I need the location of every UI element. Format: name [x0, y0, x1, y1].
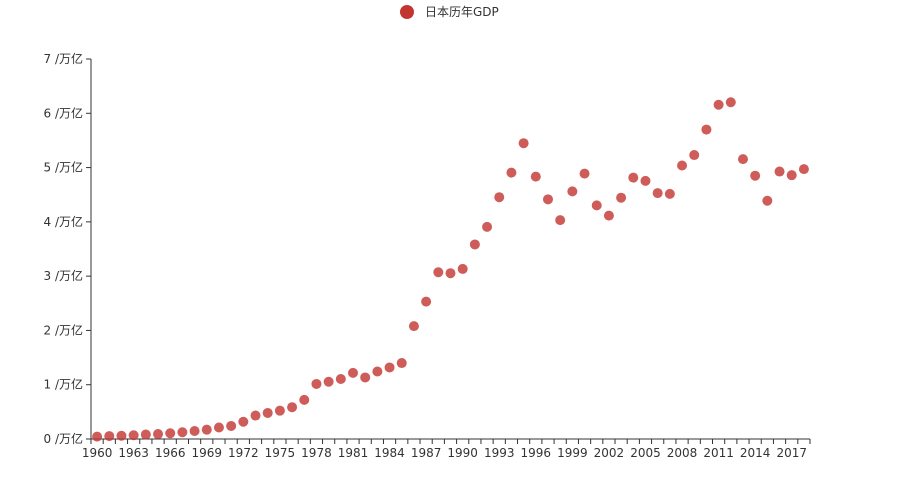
data-point[interactable]	[457, 263, 468, 274]
data-point[interactable]	[713, 99, 724, 110]
legend-label[interactable]: 日本历年GDP	[425, 5, 499, 19]
data-point[interactable]	[640, 175, 651, 186]
data-point[interactable]	[348, 367, 359, 378]
x-axis: 1960 1963 1966 1969 1972 1975 1978 1981 1984 1987…	[82, 438, 811, 460]
data-point[interactable]	[372, 366, 383, 377]
x-tick-label: 2005	[630, 446, 661, 460]
y-tick-label: 0 /万亿	[44, 431, 84, 446]
data-point[interactable]	[335, 374, 346, 385]
x-tick-label: 1984	[374, 446, 405, 460]
data-point[interactable]	[603, 210, 614, 221]
data-point[interactable]	[555, 215, 566, 226]
legend[interactable]: 日本历年GDP	[400, 5, 499, 19]
x-tick-label: 1963	[118, 446, 149, 460]
data-point[interactable]	[689, 150, 700, 161]
y-axis: 0 /万亿 1 /万亿 2 /万亿 3 /万亿 4 /万亿 5 /万亿 6 /万亿 7 /万亿	[44, 51, 92, 446]
x-tick-label: 1966	[155, 446, 186, 460]
data-point[interactable]	[360, 372, 371, 383]
data-point[interactable]	[262, 407, 273, 418]
data-point[interactable]	[104, 431, 115, 442]
x-tick-label: 1999	[557, 446, 588, 460]
data-point[interactable]	[494, 192, 505, 203]
data-point[interactable]	[250, 410, 261, 421]
data-point[interactable]	[116, 430, 127, 441]
data-point[interactable]	[238, 416, 249, 427]
data-point[interactable]	[542, 194, 553, 205]
x-tick-label: 1981	[338, 446, 369, 460]
y-tick-label: 6 /万亿	[44, 105, 84, 120]
data-point[interactable]	[201, 424, 212, 435]
data-point[interactable]	[530, 171, 541, 182]
data-point[interactable]	[750, 170, 761, 181]
x-tick-label: 2014	[740, 446, 771, 460]
data-point[interactable]	[677, 160, 688, 171]
data-point[interactable]	[701, 124, 712, 135]
data-point[interactable]	[506, 167, 517, 178]
data-point[interactable]	[311, 378, 322, 389]
data-point[interactable]	[128, 430, 139, 441]
x-tick-label: 1975	[265, 446, 296, 460]
data-point[interactable]	[798, 164, 809, 175]
data-point[interactable]	[579, 168, 590, 179]
y-tick-label: 1 /万亿	[44, 377, 84, 392]
data-point[interactable]	[213, 422, 224, 433]
data-points	[92, 97, 809, 442]
data-point[interactable]	[664, 188, 675, 199]
data-point[interactable]	[652, 188, 663, 199]
data-point[interactable]	[408, 321, 419, 332]
data-point[interactable]	[591, 200, 602, 211]
y-tick-label: 4 /万亿	[44, 214, 84, 229]
legend-marker[interactable]	[400, 5, 414, 19]
data-point[interactable]	[433, 267, 444, 278]
data-point[interactable]	[226, 420, 237, 431]
data-point[interactable]	[92, 431, 103, 442]
x-tick-label: 1990	[447, 446, 478, 460]
data-point[interactable]	[323, 376, 334, 387]
data-point[interactable]	[445, 268, 456, 279]
data-point[interactable]	[396, 358, 407, 369]
data-point[interactable]	[287, 402, 298, 413]
x-tick-label: 2008	[667, 446, 698, 460]
x-tick-label: 1978	[301, 446, 332, 460]
data-point[interactable]	[762, 195, 773, 206]
y-tick-label: 7 /万亿	[44, 51, 84, 66]
data-point[interactable]	[518, 138, 529, 149]
y-tick-label: 5 /万亿	[44, 160, 84, 175]
x-tick-label: 1969	[191, 446, 222, 460]
data-point[interactable]	[774, 166, 785, 177]
data-point[interactable]	[299, 394, 310, 405]
data-point[interactable]	[384, 362, 395, 373]
x-tick-label: 1996	[521, 446, 552, 460]
data-point[interactable]	[725, 97, 736, 108]
x-tick-label: 2017	[776, 446, 807, 460]
x-tick-label: 1987	[411, 446, 442, 460]
data-point[interactable]	[421, 296, 432, 307]
x-tick-label: 1972	[228, 446, 259, 460]
data-point[interactable]	[153, 429, 164, 440]
data-point[interactable]	[567, 186, 578, 197]
data-point[interactable]	[189, 426, 200, 437]
y-tick-label: 2 /万亿	[44, 322, 84, 337]
data-point[interactable]	[482, 221, 493, 232]
x-tick-label: 2011	[703, 446, 734, 460]
data-point[interactable]	[165, 428, 176, 439]
data-point[interactable]	[274, 405, 285, 416]
x-tick-label: 1960	[82, 446, 113, 460]
x-tick-label: 2002	[594, 446, 625, 460]
y-tick-label: 3 /万亿	[44, 268, 84, 283]
data-point[interactable]	[140, 429, 151, 440]
data-point[interactable]	[628, 172, 639, 183]
data-point[interactable]	[469, 239, 480, 250]
data-point[interactable]	[737, 154, 748, 165]
x-tick-label: 1993	[484, 446, 515, 460]
data-point[interactable]	[177, 427, 188, 438]
data-point[interactable]	[616, 192, 627, 203]
data-point[interactable]	[786, 170, 797, 181]
